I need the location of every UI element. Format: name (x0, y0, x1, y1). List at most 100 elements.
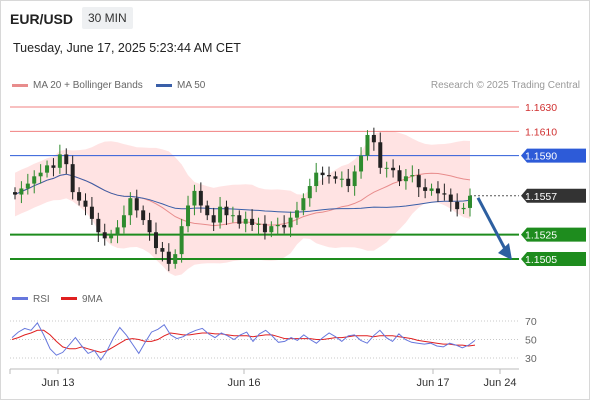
candle-body (89, 206, 94, 219)
candle-body (218, 206, 223, 223)
candle-body (109, 234, 114, 239)
candle-body (294, 210, 299, 218)
rsi-level-label: 30 (525, 353, 537, 365)
candle-body (269, 226, 274, 233)
bollinger-bands (15, 130, 470, 276)
candle-body (359, 155, 364, 172)
candle-body (192, 190, 197, 206)
candle-body (224, 206, 229, 216)
candle-body (147, 220, 152, 233)
candle-body (96, 218, 101, 233)
candle-body (346, 178, 351, 187)
rsi-ma-swatch (61, 297, 77, 300)
price-label-box (521, 188, 586, 203)
forecast-arrow-shaft (476, 197, 507, 250)
timeframe-badge[interactable]: 30 MIN (82, 7, 133, 29)
candle-body (25, 183, 30, 189)
ma50-label: MA 50 (177, 80, 206, 91)
candle-body (237, 215, 242, 224)
candle-body (83, 200, 88, 207)
candle-body (243, 218, 248, 224)
candle-body (32, 176, 37, 184)
ma50-swatch (156, 83, 172, 87)
candle-body (57, 154, 62, 168)
candle-body (256, 223, 261, 225)
rsi-swatch (12, 297, 28, 300)
candle-body (179, 226, 184, 255)
rsi-panel: 70 50 30 (10, 316, 537, 365)
price-label-box (521, 227, 586, 242)
candle-body (448, 194, 453, 202)
candle-body (275, 224, 280, 227)
candle-body (198, 190, 203, 206)
candle-body (186, 205, 191, 227)
candle-body (307, 186, 312, 199)
rsi-legend: RSI 9MA (12, 294, 103, 305)
rsi-line (11, 322, 476, 361)
symbol-label: EUR/USD (10, 11, 74, 27)
research-credit: Research © 2025 Trading Central (430, 80, 580, 91)
candle-body (153, 232, 158, 249)
candle-body (51, 165, 56, 168)
rsi-label: RSI (33, 294, 50, 305)
price-label: 1.1590 (525, 151, 557, 163)
candles (13, 127, 472, 272)
candle-body (102, 232, 107, 239)
candle-body (327, 175, 332, 177)
candle-body (384, 167, 389, 169)
rsi-level-label: 50 (525, 335, 537, 347)
candle-body (19, 188, 24, 195)
x-tick-label: Jun 13 (41, 377, 74, 389)
candle-body (352, 171, 357, 187)
candle-body (250, 218, 255, 225)
forecast-arrow (476, 197, 512, 260)
timestamp: Tuesday, June 17, 2025 5:23:44 AM CET (13, 41, 241, 55)
candle-body (262, 223, 267, 233)
candle-body (141, 210, 146, 221)
candle-body (391, 167, 396, 171)
candle-body (378, 142, 383, 168)
x-tick-label: Jun 24 (483, 377, 516, 389)
candle-body (38, 172, 43, 177)
ma50-line (14, 173, 471, 213)
candle-body (397, 170, 402, 182)
candle-body (166, 251, 171, 264)
candle-body (314, 172, 319, 187)
candle-body (371, 134, 376, 143)
x-tick-label: Jun 17 (416, 377, 449, 389)
candle-body (455, 201, 460, 210)
candle-body (403, 176, 408, 182)
candle-body (230, 215, 235, 217)
candle-body (429, 188, 434, 191)
candle-body (410, 175, 415, 177)
ma20-label: MA 20 + Bollinger Bands (33, 80, 143, 91)
x-tick-label: Jun 16 (227, 377, 260, 389)
candle-body (320, 172, 325, 176)
candle-body (134, 198, 139, 211)
price-label: 1.1525 (525, 230, 557, 242)
moving-averages (14, 172, 471, 227)
candle-body (288, 217, 293, 228)
candle-body (64, 154, 69, 165)
candle-body (442, 193, 447, 195)
candle-body (121, 215, 126, 228)
forecast-arrow-head (498, 243, 512, 260)
ma20-swatch (12, 83, 28, 87)
candle-body (205, 205, 210, 216)
candle-body (13, 192, 17, 195)
candle-body (461, 207, 466, 210)
candle-body (115, 227, 120, 235)
candle-body (333, 176, 338, 179)
candle-body (77, 192, 82, 201)
price-label: 1.1557 (525, 191, 557, 203)
price-label: 1.1610 (525, 126, 557, 138)
price-label: 1.1505 (525, 254, 557, 266)
candle-body (423, 187, 428, 191)
legend-ma20: MA 20 + Bollinger Bands (12, 80, 143, 91)
candle-body (70, 164, 75, 193)
candle-body (211, 215, 216, 223)
rsi-ma-line (11, 329, 476, 353)
candle-body (416, 175, 421, 188)
candle-body (301, 198, 306, 211)
